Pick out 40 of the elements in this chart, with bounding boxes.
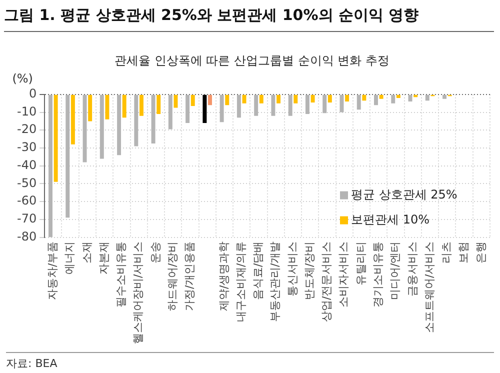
- x-tick-label: 가정/개인용품: [183, 241, 196, 312]
- y-tick-label: 0: [28, 86, 37, 101]
- x-tick-label: 소재: [80, 241, 94, 264]
- x-tick-label: 반도체/장비: [302, 241, 316, 300]
- x-tick-label: 통신서비스: [286, 241, 299, 296]
- x-tick-label: 상업/전문서비스: [320, 241, 334, 322]
- y-tick-label: -10: [16, 104, 37, 118]
- legend-label: 평균 상호관세 25%: [351, 187, 458, 202]
- x-tick-label: 리츠: [440, 241, 454, 264]
- x-tick-label: 미디어/엔터: [388, 241, 402, 300]
- x-tick-label: 부동산관리/개발: [268, 241, 282, 322]
- x-tick-label: 자동차/부품: [46, 241, 60, 300]
- x-tick-label: 은행: [474, 241, 488, 264]
- x-tick-label: 소비자서비스: [337, 241, 350, 308]
- x-tick-label: 운송: [148, 241, 162, 264]
- x-tick-label: 헬스케어장비/서비스: [132, 241, 145, 344]
- x-tick-label: 경기소비유통: [372, 241, 385, 308]
- x-tick-label: 소프트웨어/서비스: [422, 241, 436, 334]
- y-tick-label: -60: [16, 194, 37, 208]
- x-tick-label: 내구소비재/의류: [234, 241, 248, 322]
- x-tick-label: 음식료/담배: [252, 241, 265, 300]
- x-tick-label: 금융서비스: [406, 241, 419, 296]
- y-tick-label: -70: [16, 212, 37, 226]
- x-tick-label: 유틸리티: [354, 241, 368, 286]
- x-tick-label: 보험: [457, 241, 470, 264]
- text: 자료: BEA: [6, 352, 494, 371]
- x-tick-label: 하드웨어/장비: [166, 241, 179, 312]
- y-tick-label: -40: [16, 158, 37, 172]
- y-tick-label: -30: [16, 140, 37, 154]
- y-tick-label: -80: [16, 229, 37, 244]
- y-tick-label: -20: [16, 122, 37, 136]
- y-axis-title: (%): [12, 71, 33, 86]
- chart-title: 그림 1. 평균 상호관세 25%와 보편관세 10%의 순이익 영향: [4, 6, 494, 32]
- x-tick-label: 제약/생명과학: [217, 241, 230, 312]
- chart-subtitle: 관세율 인상폭에 따른 산업그룹별 순이익 변화 추정: [114, 53, 390, 68]
- legend-label: 보편관세 10%: [351, 212, 430, 226]
- y-tick-label: -50: [16, 176, 37, 190]
- x-tick-label: 필수소비유통: [114, 241, 128, 308]
- x-tick-label: 자본재: [97, 241, 110, 274]
- x-tick-label: 에너지: [63, 241, 76, 274]
